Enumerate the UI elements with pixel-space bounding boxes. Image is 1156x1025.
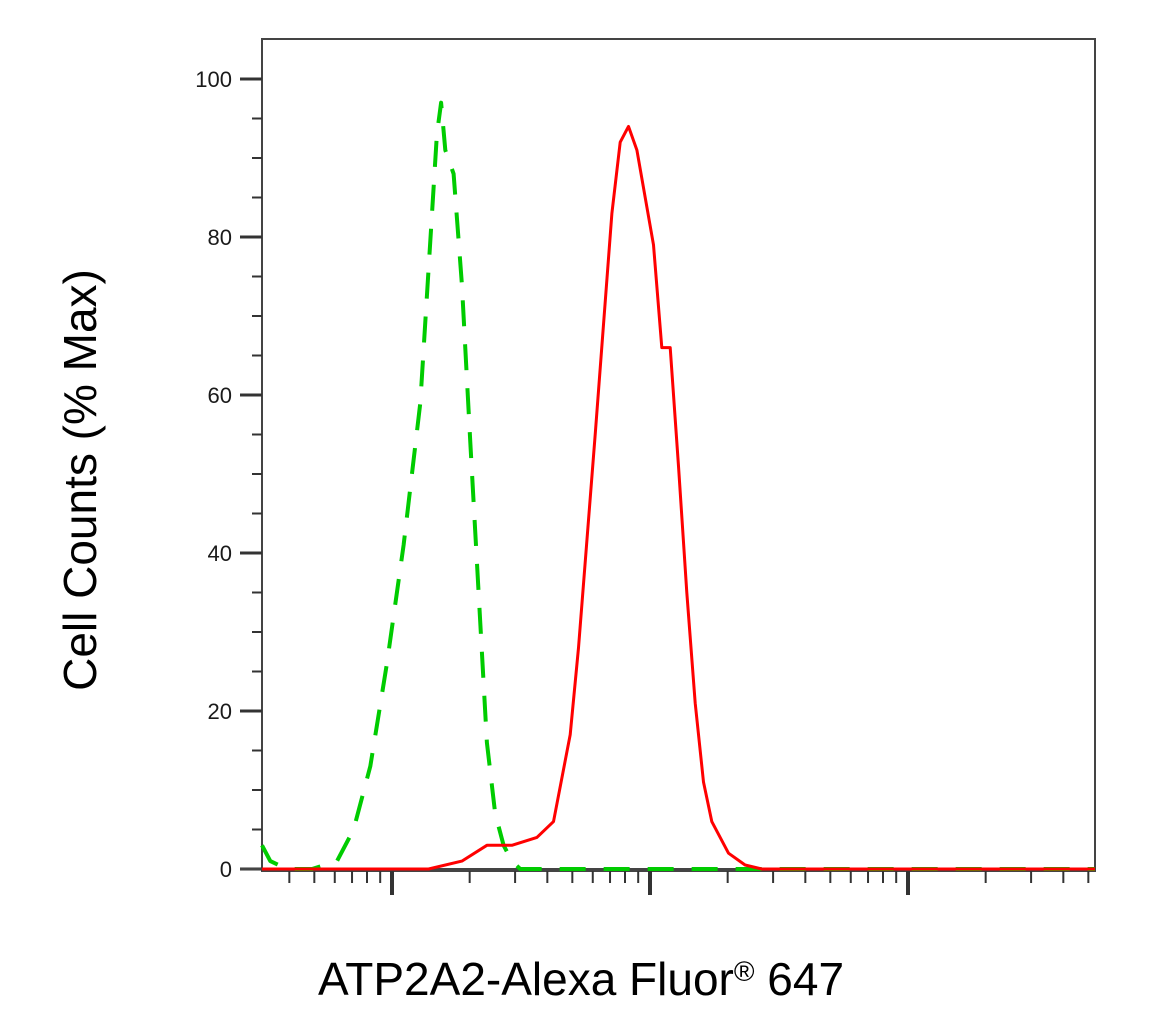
x-axis-title-main: ATP2A2-Alexa Fluor xyxy=(318,953,734,1005)
y-tick-label: 100 xyxy=(195,67,232,92)
y-axis-tick-labels: 0 20 40 60 80 100 xyxy=(195,67,232,882)
x-axis-title: ATP2A2-Alexa Fluor® 647 xyxy=(318,953,844,1005)
x-axis-title-superscript: ® xyxy=(734,956,755,987)
x-axis-ticks xyxy=(240,868,1095,895)
y-axis-ticks xyxy=(240,77,262,871)
y-tick-label: 0 xyxy=(220,857,232,882)
dashed-histogram-line xyxy=(260,100,1095,871)
plot-frame xyxy=(261,38,1096,872)
y-tick-label: 40 xyxy=(208,541,232,566)
x-axis-title-suffix: 647 xyxy=(755,953,845,1005)
y-tick-label: 80 xyxy=(208,225,232,250)
series-layer xyxy=(260,100,1095,871)
solid-histogram-line xyxy=(262,124,1095,871)
y-tick-label: 20 xyxy=(208,699,232,724)
y-axis-title: Cell Counts (% Max) xyxy=(54,269,106,691)
y-tick-label: 60 xyxy=(208,383,232,408)
